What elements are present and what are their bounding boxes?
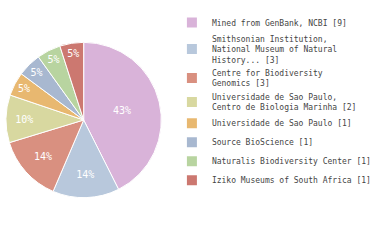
- svg-text:Smithsonian Institution,Nation: Smithsonian Institution,National Museum …: [212, 35, 337, 65]
- svg-text:43%: 43%: [113, 105, 131, 116]
- svg-text:5%: 5%: [67, 48, 79, 59]
- svg-text:14%: 14%: [76, 169, 94, 180]
- svg-text:Universidade de Sao Paulo,Cent: Universidade de Sao Paulo,Centro de Biol…: [212, 93, 357, 112]
- svg-text:Universidade de Sao Paulo [1]: Universidade de Sao Paulo [1]: [212, 119, 352, 128]
- svg-text:Naturalis Biodiversity Center: Naturalis Biodiversity Center [1]: [212, 157, 371, 166]
- svg-text:Source BioScience [1]: Source BioScience [1]: [212, 138, 313, 147]
- svg-text:5%: 5%: [30, 67, 42, 78]
- svg-text:Mined from GenBank, NCBI [9]: Mined from GenBank, NCBI [9]: [212, 19, 347, 28]
- svg-text:Iziko Museums of South Africa: Iziko Museums of South Africa [1]: [212, 176, 371, 185]
- svg-text:5%: 5%: [18, 83, 30, 94]
- svg-text:14%: 14%: [34, 151, 52, 162]
- svg-text:Centre for BiodiversityGenomic: Centre for BiodiversityGenomics [3]: [212, 69, 323, 88]
- svg-text:10%: 10%: [15, 114, 33, 125]
- svg-text:5%: 5%: [47, 54, 59, 65]
